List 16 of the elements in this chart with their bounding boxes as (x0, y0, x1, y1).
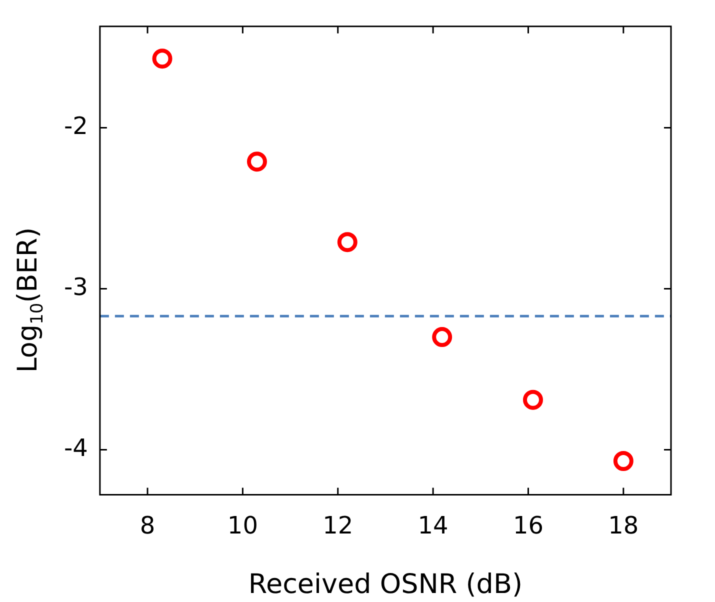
x-axis-title: Received OSNR (dB) (248, 568, 523, 600)
point (337, 232, 358, 252)
point (613, 451, 634, 471)
point (522, 390, 543, 410)
y-tick-label: -4 (64, 434, 88, 462)
point (152, 48, 172, 69)
x-tick-label: 14 (418, 511, 448, 540)
x-tick-label: 8 (140, 511, 156, 540)
y-tick-label: -3 (64, 273, 88, 302)
x-tick-label: 10 (227, 511, 258, 540)
x-tick-label: 18 (608, 511, 639, 540)
point (432, 327, 452, 348)
x-tick-label: 16 (512, 511, 544, 540)
x-tick-label: 12 (322, 511, 354, 540)
y-tick-label: -2 (64, 112, 88, 140)
point (246, 152, 267, 172)
